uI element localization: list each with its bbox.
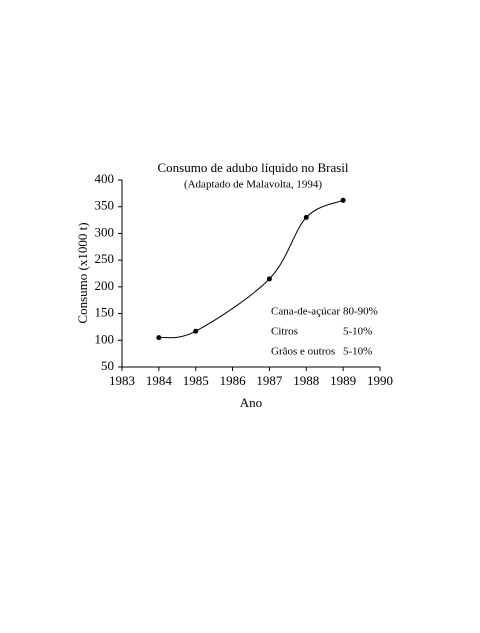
x-axis-label: Ano bbox=[240, 395, 262, 410]
x-tick-label: 1986 bbox=[220, 373, 247, 388]
chart-subtitle: (Adaptado de Malavolta, 1994) bbox=[184, 179, 322, 191]
annotation: 80-90% bbox=[343, 306, 378, 318]
x-tick-label: 1989 bbox=[330, 373, 356, 388]
x-tick-label: 1987 bbox=[256, 373, 283, 388]
annotation: Cana-de-açúcar bbox=[271, 306, 340, 318]
x-tick-label: 1984 bbox=[146, 373, 173, 388]
data-point bbox=[266, 276, 272, 282]
x-tick-label: 1988 bbox=[293, 373, 319, 388]
annotation: Citros bbox=[271, 326, 298, 338]
chart-title: Consumo de adubo líquido no Brasil bbox=[157, 160, 348, 175]
data-point bbox=[193, 328, 199, 334]
y-tick-label: 150 bbox=[95, 305, 115, 320]
annotation: 5-10% bbox=[343, 326, 372, 338]
y-tick-label: 350 bbox=[95, 198, 115, 213]
annotation: 5-10% bbox=[343, 346, 372, 358]
y-axis-label: Consumo (x1000 t) bbox=[75, 222, 90, 323]
data-point bbox=[303, 214, 309, 220]
x-tick-label: 1985 bbox=[183, 373, 209, 388]
data-point bbox=[156, 335, 162, 341]
y-tick-label: 300 bbox=[95, 224, 115, 239]
annotation: Grãos e outros bbox=[271, 346, 335, 358]
y-tick-label: 100 bbox=[95, 331, 115, 346]
y-tick-label: 250 bbox=[95, 251, 115, 266]
y-tick-label: 200 bbox=[95, 278, 115, 293]
y-tick-label: 400 bbox=[95, 171, 115, 186]
x-tick-label: 1983 bbox=[109, 373, 135, 388]
data-point bbox=[340, 197, 346, 203]
y-tick-label: 50 bbox=[101, 358, 114, 373]
x-tick-label: 1990 bbox=[367, 373, 393, 388]
